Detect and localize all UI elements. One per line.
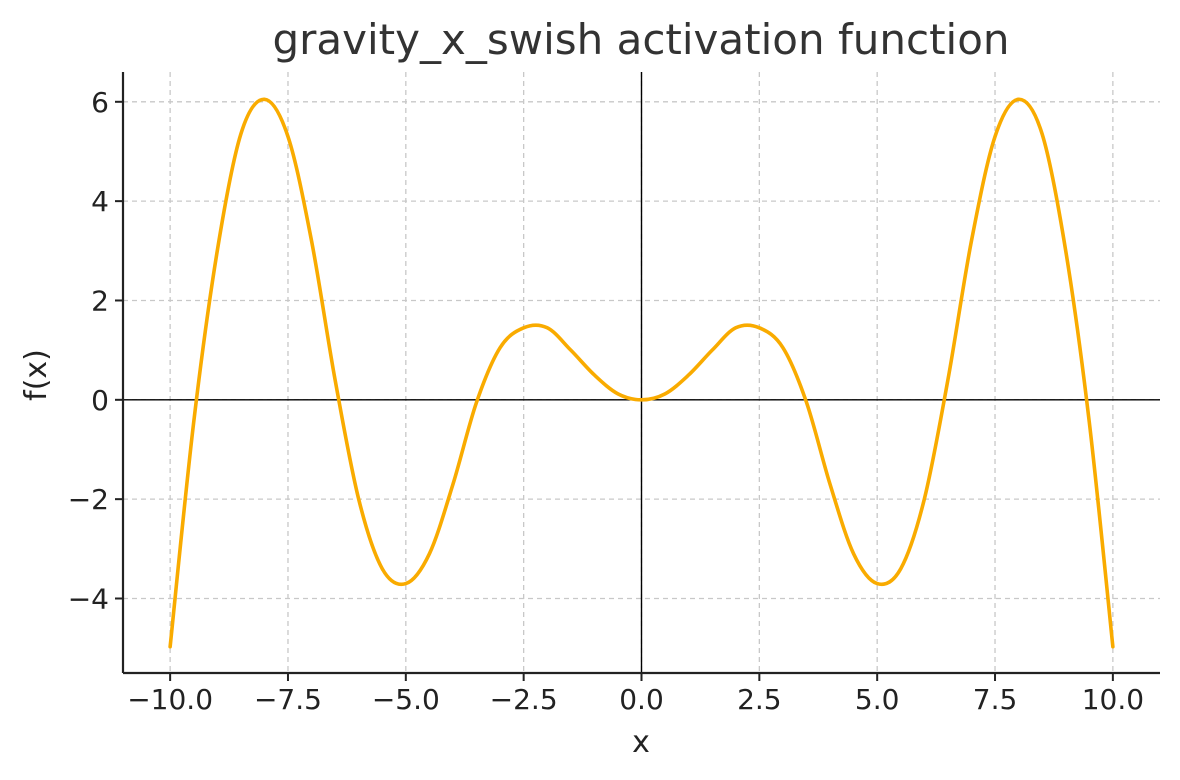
x-tick-label-7: 7.5: [973, 683, 1018, 716]
x-tick-label-4: 0.0: [619, 683, 664, 716]
x-tick-label-6: 5.0: [855, 683, 900, 716]
x-tick-label-0: −10.0: [127, 683, 213, 716]
y-axis-label: f(x): [19, 349, 54, 401]
x-tick-label-8: 10.0: [1082, 683, 1144, 716]
x-axis-label: x: [632, 725, 650, 760]
grid: [123, 72, 1160, 673]
y-tick-label-2: 0: [91, 384, 109, 417]
y-tick-label-0: −4: [68, 582, 109, 615]
series-line-0: [168, 97, 1115, 649]
x-tick-label-5: 2.5: [737, 683, 782, 716]
y-tick-label-1: −2: [68, 483, 109, 516]
y-tick-label-3: 2: [91, 284, 109, 317]
zero-lines: [123, 72, 1160, 673]
y-tick-label-5: 6: [91, 86, 109, 119]
x-axis: −10.0 −7.5 −5.0 −2.5 0.0 2.5 5.0 7.5 10.0: [127, 673, 1144, 716]
x-tick-label-2: −5.0: [372, 683, 440, 716]
y-tick-label-4: 4: [91, 185, 109, 218]
x-tick-label-3: −2.5: [490, 683, 558, 716]
y-axis: −4 −2 0 2 4 6: [68, 86, 123, 615]
x-tick-label-1: −7.5: [254, 683, 322, 716]
chart-title: gravity_x_swish activation function: [272, 15, 1009, 64]
series-group: [168, 97, 1115, 649]
